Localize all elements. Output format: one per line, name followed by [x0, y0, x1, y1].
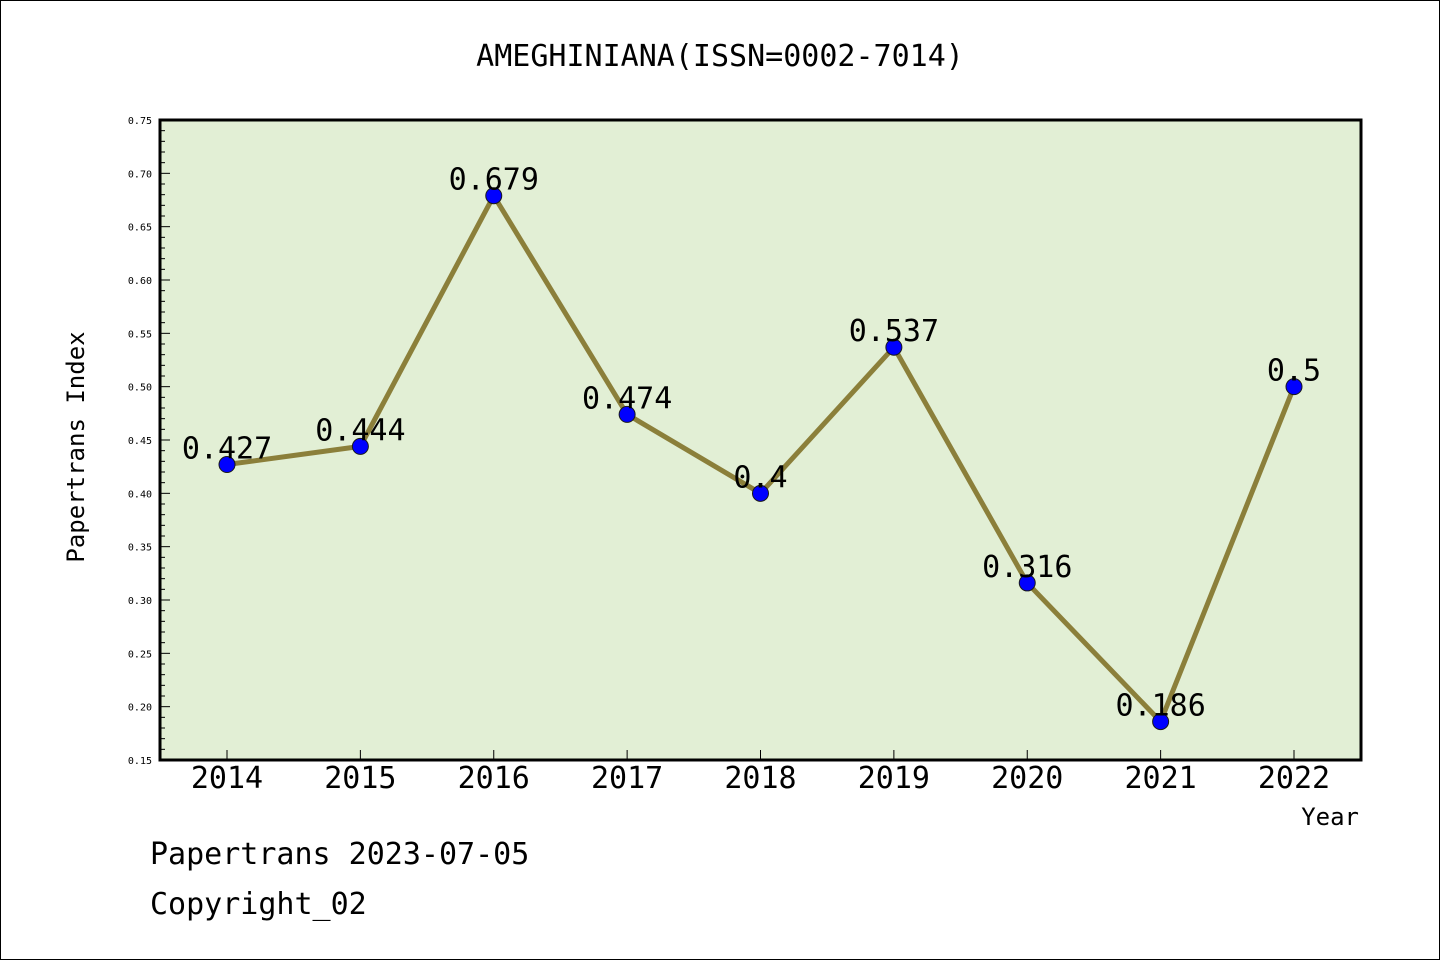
y-tick-label: 0.20: [128, 703, 152, 714]
data-label-2015: 0.444: [315, 413, 405, 448]
y-tick-label: 0.25: [128, 649, 152, 660]
data-label-2021: 0.186: [1115, 689, 1205, 724]
y-tick-label: 0.45: [128, 436, 152, 447]
footer-copyright-text: Copyright_02: [150, 887, 367, 922]
x-tick-label: 2019: [858, 761, 930, 796]
data-label-2018: 0.4: [733, 460, 787, 495]
data-point-2018: [752, 484, 769, 502]
y-tick-label: 0.55: [128, 329, 152, 340]
x-tick-label: 2021: [1125, 761, 1197, 796]
data-point-2014: [218, 456, 236, 474]
y-tick-label: 0.15: [128, 756, 152, 767]
data-point-2021: [1152, 713, 1170, 731]
x-axis-label: Year: [1301, 803, 1359, 831]
x-tick-label: 2022: [1258, 761, 1330, 796]
data-label-2017: 0.474: [582, 381, 672, 416]
y-tick-label: 0.70: [128, 169, 152, 180]
x-tick-label: 2016: [458, 761, 530, 796]
y-tick-label: 0.40: [128, 489, 152, 500]
data-label-2016: 0.679: [449, 163, 539, 198]
data-labels: 0.427 0.444 0.679 0.474 0.4 0.537 0.316 0.186 0.…: [182, 163, 1321, 724]
chart-title: AMEGHINIANA(ISSN=0002-7014): [476, 39, 964, 74]
x-tick-label: 2014: [191, 761, 263, 796]
y-tick-label: 0.75: [128, 116, 152, 127]
footer-date-text: Papertrans 2023-07-05: [150, 837, 529, 872]
data-point-2022: [1285, 378, 1303, 396]
y-tick-label: 0.35: [128, 543, 152, 554]
x-axis: 2014 2015 2016 2017 2018 2019 2020 2021 2022: [191, 750, 1330, 796]
y-tick-label: 0.30: [128, 596, 152, 607]
x-tick-label: 2020: [991, 761, 1063, 796]
y-tick-label: 0.50: [128, 383, 152, 394]
y-tick-label: 0.65: [128, 223, 152, 234]
data-label-2022: 0.5: [1267, 354, 1321, 389]
data-label-2019: 0.537: [849, 314, 939, 349]
y-tick-label: 0.60: [128, 276, 152, 287]
data-point-2019: [885, 338, 903, 356]
data-point-2015: [351, 437, 369, 455]
data-label-2014: 0.427: [182, 432, 272, 467]
data-point-2017: [618, 405, 636, 423]
x-tick-label: 2015: [324, 761, 396, 796]
data-point-2020: [1018, 574, 1036, 592]
series-markers: [218, 187, 1303, 731]
y-axis: 0.15 0.20 0.25 0.30 0.35 0.40 0.45 0.50 0.55 0.60…: [128, 116, 170, 767]
y-axis-label: Papertrans Index: [62, 331, 90, 562]
data-point-2016: [485, 187, 503, 205]
x-tick-label: 2017: [591, 761, 663, 796]
data-label-2020: 0.316: [982, 550, 1072, 585]
plot-border: [158, 118, 1363, 762]
x-tick-label: 2018: [724, 761, 796, 796]
